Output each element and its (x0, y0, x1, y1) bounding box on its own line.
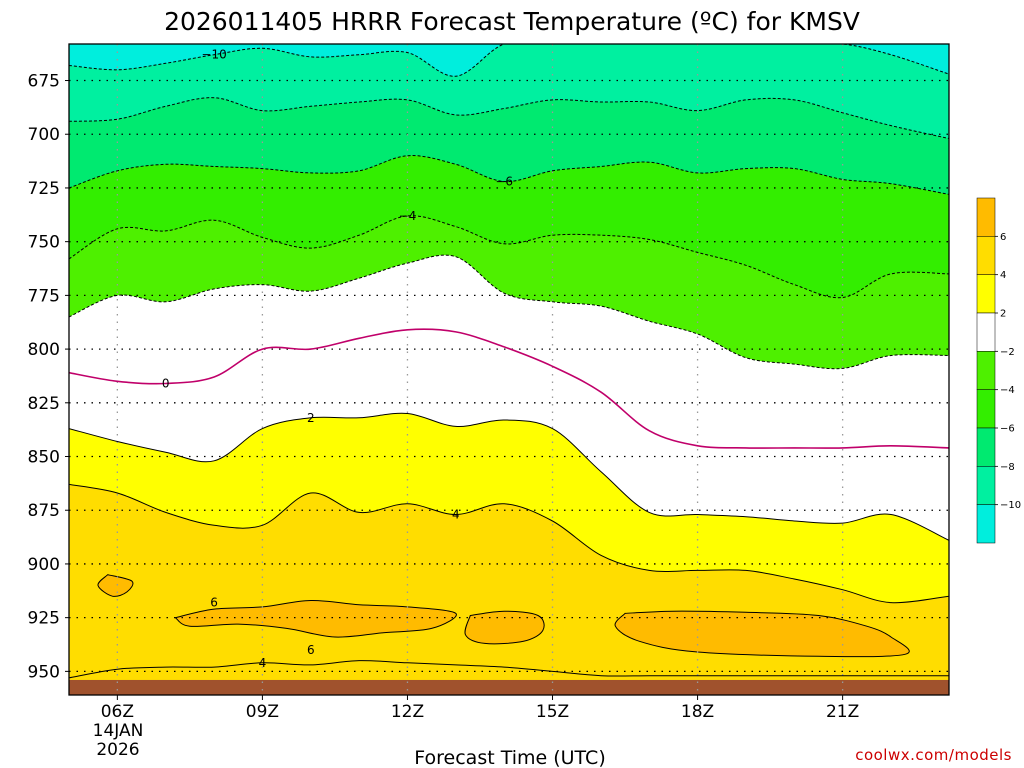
y-tick-700: 700 (28, 125, 60, 145)
warm-pocket-6d (97, 574, 134, 597)
contour-label-2: 2 (307, 411, 315, 425)
y-tick-925: 925 (28, 609, 60, 629)
colorbar: 6 4 2 −2 −4 −6 −8 −10 (976, 197, 1021, 544)
contour-label-4b: 4 (259, 656, 267, 670)
contour-label--10: −10 (201, 48, 226, 62)
x-tick-06Z: 06Z (101, 702, 134, 722)
colorbar-label-7: −10 (1000, 500, 1021, 511)
x-tick-15Z: 15Z (536, 702, 569, 722)
colorbar-swatch-4 (976, 351, 996, 390)
colorbar-label-2: 2 (1000, 309, 1006, 320)
y-tick-850: 850 (28, 448, 60, 468)
terrain (69, 679, 949, 695)
contour--2 (69, 254, 949, 370)
colorbar-swatch-0 (976, 197, 996, 237)
colorbar-swatch-1 (976, 236, 996, 275)
x-date-line2: 2026 (96, 740, 139, 760)
contour-label--4: −4 (399, 209, 417, 223)
contour-labels: −10 −6 −4 0 2 4 4 6 6 (162, 48, 513, 670)
x-axis-label: Forecast Time (UTC) (414, 747, 605, 768)
contour--6 (69, 155, 949, 195)
colorbar-swatch-7 (976, 466, 996, 505)
colorbar-label-6: −8 (1000, 462, 1015, 473)
contour-label-0: 0 (162, 376, 170, 390)
contour--8 (69, 97, 949, 139)
y-axis: 675 700 725 750 775 800 825 850 875 900 925 950 (28, 72, 69, 682)
y-tick-875: 875 (28, 501, 60, 521)
plot-area (69, 44, 949, 695)
y-tick-825: 825 (28, 394, 60, 414)
y-tick-675: 675 (28, 72, 60, 92)
contour-label--6: −6 (495, 175, 513, 189)
contour-lines (69, 44, 949, 679)
chart-title: 2026011405 HRRR Forecast Temperature (ºC… (164, 7, 860, 36)
colorbar-label-4: −4 (1000, 385, 1015, 396)
contour--4 (69, 215, 949, 299)
warm-pocket-6 (174, 599, 457, 638)
colorbar-swatch-3 (976, 312, 996, 352)
x-axis: 06Z 09Z 12Z 15Z 18Z 21Z (101, 695, 859, 722)
colorbar-label-3: −2 (1000, 347, 1015, 358)
y-tick-775: 775 (28, 286, 60, 306)
y-tick-950: 950 (28, 662, 60, 682)
colorbar-label-1: 4 (1000, 270, 1006, 281)
contour-4b (69, 660, 949, 679)
colorbar-swatch-6 (976, 427, 996, 467)
site-credit: coolwx.com/models (855, 746, 1012, 764)
contour-4 (69, 483, 949, 604)
colorbar-swatch-5 (976, 389, 996, 429)
contour-2 (69, 412, 949, 541)
y-tick-800: 800 (28, 340, 60, 360)
colorbar-label-0: 6 (1000, 232, 1006, 243)
y-tick-750: 750 (28, 233, 60, 253)
colorbar-label-5: −6 (1000, 424, 1015, 435)
contour-label-6: 6 (210, 596, 218, 610)
contour--10 (69, 44, 949, 77)
plot-frame (68, 43, 950, 696)
contour-label-6b: 6 (307, 643, 315, 657)
x-date-line1: 14JAN (93, 721, 144, 741)
warm-pocket-6c (464, 610, 545, 645)
x-tick-21Z: 21Z (826, 702, 859, 722)
contour-label-4: 4 (452, 508, 460, 522)
x-tick-18Z: 18Z (681, 702, 714, 722)
y-tick-725: 725 (28, 179, 60, 199)
contour-0 (69, 328, 949, 449)
colorbar-swatch-8 (976, 504, 996, 544)
y-tick-900: 900 (28, 555, 60, 575)
x-tick-09Z: 09Z (246, 702, 279, 722)
x-tick-12Z: 12Z (391, 702, 424, 722)
colorbar-swatch-2 (976, 274, 996, 314)
warm-pocket-6e (614, 610, 910, 658)
